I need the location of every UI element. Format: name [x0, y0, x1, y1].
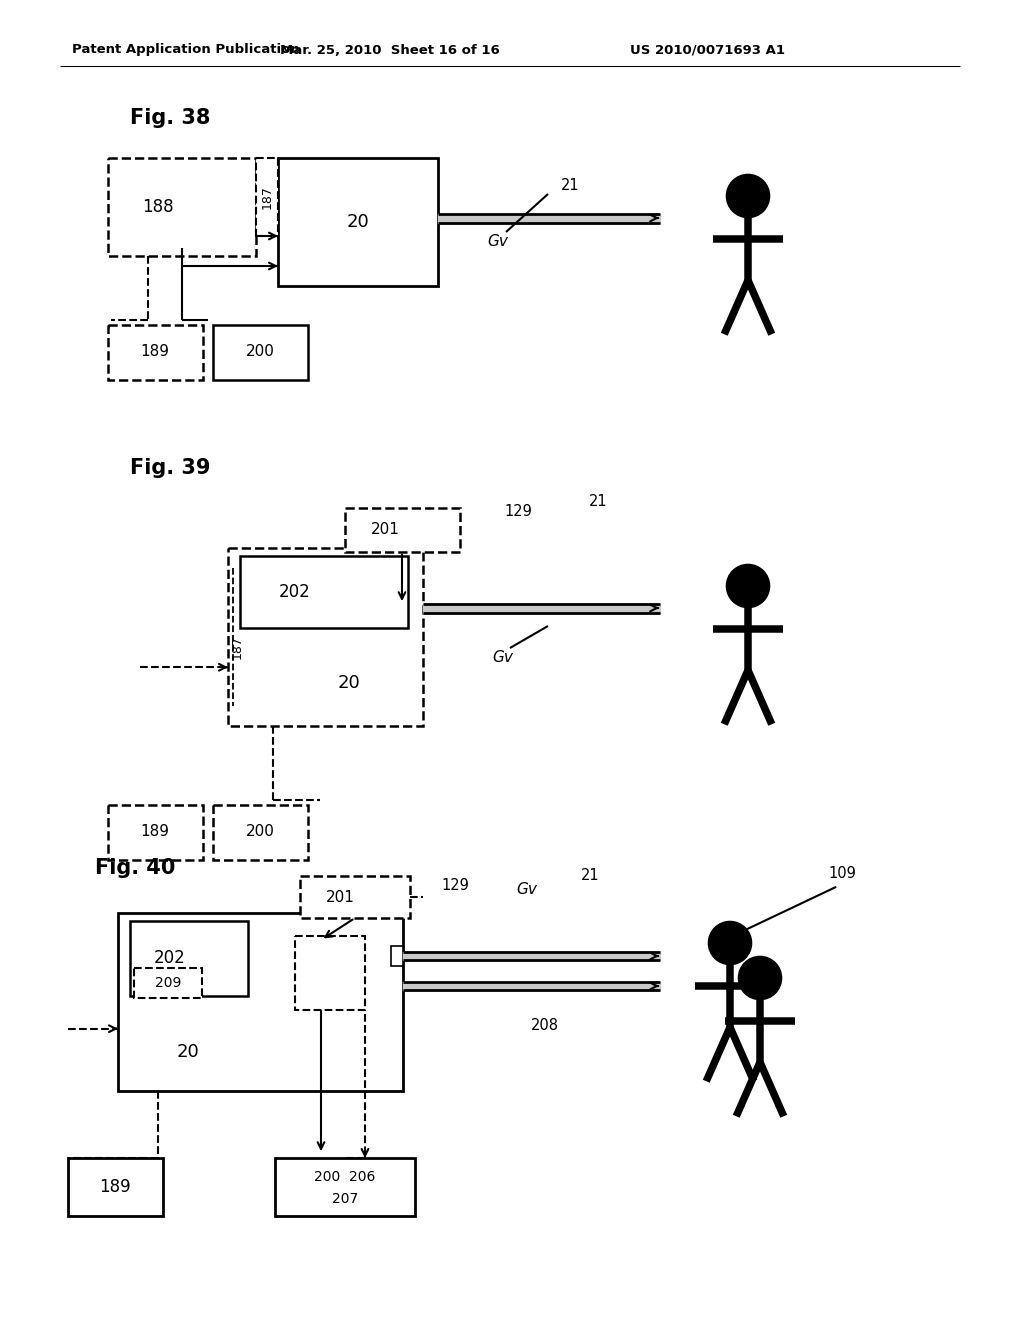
Text: 20: 20	[176, 1043, 200, 1061]
Text: 129: 129	[504, 504, 531, 520]
Bar	[278, 158, 438, 286]
Text: 189: 189	[140, 825, 170, 840]
Text: 187: 187	[345, 961, 358, 983]
Text: 207: 207	[332, 1192, 358, 1206]
Text: Gv: Gv	[487, 235, 509, 249]
Text: Patent Application Publication: Patent Application Publication	[72, 44, 300, 57]
Circle shape	[709, 921, 752, 965]
Text: 209: 209	[155, 975, 181, 990]
Bar	[108, 805, 203, 861]
Bar	[275, 1158, 415, 1216]
Text: Gv: Gv	[516, 883, 538, 898]
Bar	[295, 936, 365, 1010]
Text: 189: 189	[99, 1177, 131, 1196]
Text: 21: 21	[581, 869, 599, 883]
Text: Fig. 39: Fig. 39	[130, 458, 211, 478]
Text: 129: 129	[441, 879, 469, 894]
Bar	[213, 805, 308, 861]
Text: 189: 189	[140, 345, 170, 359]
Text: 187: 187	[260, 185, 273, 209]
Text: 187: 187	[230, 635, 244, 659]
Text: 21: 21	[589, 495, 607, 510]
Text: 208: 208	[531, 1019, 559, 1034]
Text: Gv: Gv	[493, 651, 513, 665]
Bar	[108, 158, 256, 256]
Text: 200: 200	[246, 345, 274, 359]
Bar	[108, 325, 203, 380]
Bar	[134, 968, 202, 998]
Bar	[240, 556, 408, 628]
Bar	[299, 972, 343, 1005]
Text: 203: 203	[310, 949, 332, 962]
Bar	[391, 946, 403, 966]
Text: US 2010/0071693 A1: US 2010/0071693 A1	[630, 44, 785, 57]
Text: 201: 201	[371, 523, 399, 537]
Circle shape	[726, 565, 770, 607]
Text: 202: 202	[280, 583, 311, 601]
Bar	[228, 548, 423, 726]
Text: 188: 188	[142, 198, 174, 216]
Text: Fig. 40: Fig. 40	[95, 858, 175, 878]
Text: 20: 20	[338, 675, 360, 692]
Text: 21: 21	[561, 178, 580, 194]
Bar	[345, 508, 460, 552]
Bar	[213, 325, 308, 380]
Text: 200: 200	[246, 825, 274, 840]
Bar	[130, 921, 248, 997]
Bar	[299, 940, 343, 972]
Text: 20: 20	[347, 213, 370, 231]
Bar	[118, 913, 403, 1092]
Text: 200  206: 200 206	[314, 1170, 376, 1184]
Circle shape	[726, 174, 770, 218]
Text: 201: 201	[326, 890, 354, 904]
Text: 109: 109	[828, 866, 856, 880]
Text: Fig. 38: Fig. 38	[130, 108, 210, 128]
Text: 204: 204	[310, 982, 332, 994]
Bar	[68, 1158, 163, 1216]
Bar	[256, 158, 278, 236]
Text: 202: 202	[155, 949, 186, 968]
Bar	[300, 876, 410, 917]
Text: Mar. 25, 2010  Sheet 16 of 16: Mar. 25, 2010 Sheet 16 of 16	[281, 44, 500, 57]
Circle shape	[738, 957, 781, 999]
